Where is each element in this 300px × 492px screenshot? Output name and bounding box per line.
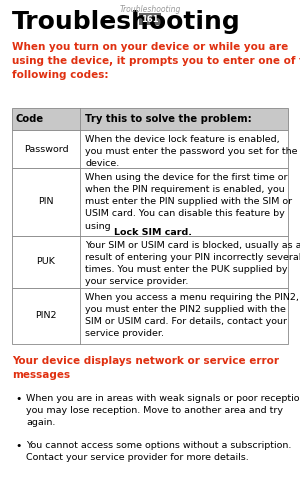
Text: 161: 161	[141, 14, 159, 24]
Text: PUK: PUK	[37, 257, 56, 267]
Text: When you turn on your device or while you are
using the device, it prompts you t: When you turn on your device or while yo…	[12, 42, 300, 80]
Bar	[12, 130, 288, 168]
Text: When using the device for the first time or
when the PIN requirement is enabled,: When using the device for the first time…	[85, 173, 292, 231]
Text: Password: Password	[24, 145, 68, 154]
Text: Your SIM or USIM card is blocked, usually as a
result of entering your PIN incor: Your SIM or USIM card is blocked, usuall…	[85, 241, 300, 286]
Bar	[12, 288, 288, 344]
Text: Lock SIM card.: Lock SIM card.	[115, 228, 193, 237]
Text: Try this to solve the problem:: Try this to solve the problem:	[85, 114, 252, 124]
Text: Your device displays network or service error
messages: Your device displays network or service …	[12, 356, 279, 380]
Bar	[12, 236, 288, 288]
Text: •: •	[15, 441, 21, 451]
Bar	[139, 13, 161, 25]
Text: You cannot access some options without a subscription.
Contact your service prov: You cannot access some options without a…	[26, 441, 291, 462]
Text: When the device lock feature is enabled,
you must enter the password you set for: When the device lock feature is enabled,…	[85, 135, 298, 168]
Text: PIN2: PIN2	[35, 311, 57, 320]
Bar	[12, 168, 288, 236]
Text: When you access a menu requiring the PIN2,
you must enter the PIN2 supplied with: When you access a menu requiring the PIN…	[85, 293, 299, 338]
Text: PIN: PIN	[38, 197, 54, 207]
Text: Troubleshooting: Troubleshooting	[119, 5, 181, 14]
Text: When you are in areas with weak signals or poor reception,
you may lose receptio: When you are in areas with weak signals …	[26, 394, 300, 427]
Text: •: •	[15, 394, 21, 404]
Text: Troubleshooting: Troubleshooting	[12, 10, 241, 34]
Bar	[12, 108, 288, 130]
Text: Code: Code	[16, 114, 44, 124]
